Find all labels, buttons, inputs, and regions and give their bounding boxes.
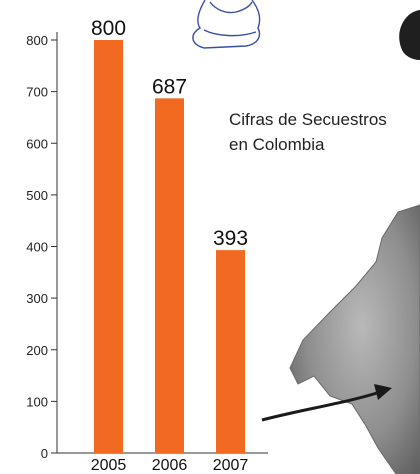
bar-2005	[94, 40, 123, 453]
corner-dark-shape	[399, 10, 420, 60]
chart-title-line-2: en Colombia	[229, 135, 325, 154]
category-label-2005: 2005	[91, 457, 127, 474]
colombia-map-illustration	[289, 204, 420, 474]
y-ticks: 0 100 200 300 400 500 600 700 800	[26, 33, 57, 461]
bar-2007	[216, 250, 245, 453]
chart-title-line-1: Cifras de Secuestros	[229, 110, 387, 129]
y-tick-label: 0	[41, 446, 48, 461]
data-label-2007: 393	[213, 227, 248, 250]
y-tick-label: 300	[26, 291, 48, 306]
data-label-2005: 800	[91, 17, 126, 40]
sketch-figure-illustration	[192, 0, 261, 49]
y-tick-label: 500	[26, 188, 48, 203]
y-tick-label: 700	[26, 85, 48, 100]
y-tick-label: 200	[26, 343, 48, 358]
data-labels: 800 687 393	[91, 17, 248, 250]
y-tick-label: 800	[26, 33, 48, 48]
bar-2006	[155, 98, 184, 454]
y-tick-label: 400	[26, 240, 48, 255]
chart-title: Cifras de Secuestros en Colombia	[229, 107, 387, 157]
y-tick-label: 600	[26, 136, 48, 151]
y-tick-label: 100	[26, 394, 48, 409]
category-label-2007: 2007	[213, 457, 249, 474]
data-label-2006: 687	[152, 75, 187, 98]
curved-arrow-icon	[261, 390, 381, 422]
bars	[94, 40, 245, 454]
category-label-2006: 2006	[152, 457, 188, 474]
arrow-head-icon	[374, 384, 392, 400]
category-labels: 2005 2006 2007	[91, 457, 249, 474]
